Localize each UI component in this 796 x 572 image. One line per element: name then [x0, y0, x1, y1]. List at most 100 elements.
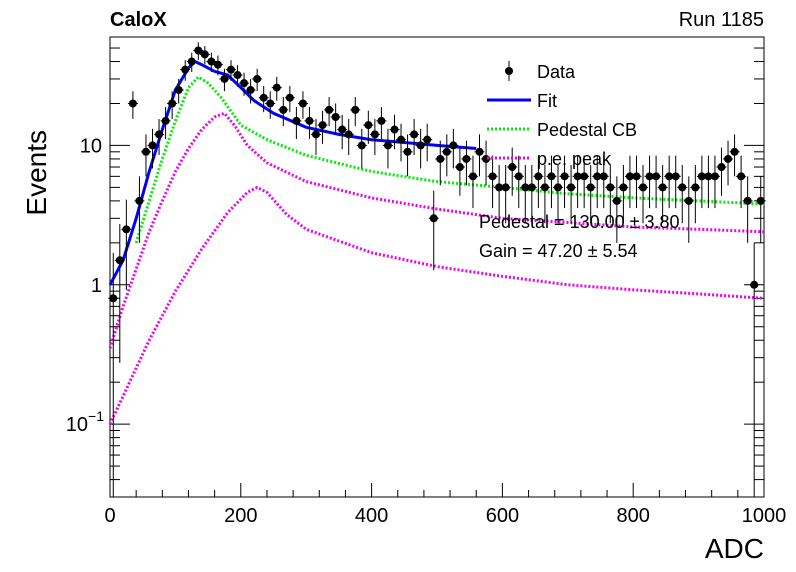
- plot-frame: [109, 36, 765, 498]
- data-point: [285, 93, 294, 102]
- data-point: [743, 196, 752, 205]
- data-point: [109, 294, 118, 303]
- data-point: [560, 172, 569, 181]
- data-point: [181, 65, 190, 74]
- data-point: [292, 116, 301, 125]
- data-point: [449, 141, 458, 150]
- data-point: [737, 172, 746, 181]
- data-point: [619, 183, 628, 192]
- data-point: [527, 183, 536, 192]
- data-point: [259, 93, 268, 102]
- data-point: [383, 141, 392, 150]
- data-point: [279, 105, 288, 114]
- x-tick-label: 800: [617, 505, 650, 527]
- data-point: [632, 172, 641, 181]
- data-point: [253, 74, 262, 83]
- data-point: [612, 196, 621, 205]
- data-point: [704, 172, 713, 181]
- data-point: [534, 172, 543, 181]
- header-left-title: CaloX: [110, 9, 167, 31]
- data-point: [194, 46, 203, 55]
- data-point: [403, 147, 412, 156]
- data-point: [697, 172, 706, 181]
- y-tick-label: 1: [91, 275, 102, 297]
- x-axis-title: ADC: [705, 533, 764, 564]
- data-point: [567, 183, 576, 192]
- data-point: [416, 141, 425, 150]
- data-point: [141, 147, 150, 156]
- series-line-pedestal-cb: [134, 75, 765, 244]
- series-line-fit: [108, 59, 477, 286]
- data-point: [580, 172, 589, 181]
- legend-marker-data: [505, 67, 513, 75]
- legend: Data Fit Pedestal CB p.e. peak: [487, 61, 637, 169]
- header-right-title: Run 1185: [679, 9, 764, 31]
- data-point: [161, 116, 170, 125]
- data-point: [586, 183, 595, 192]
- data-point: [410, 130, 419, 139]
- data-point: [665, 172, 674, 181]
- data-point: [148, 141, 157, 150]
- data-point: [397, 135, 406, 144]
- data-point: [593, 172, 602, 181]
- data-point: [475, 147, 484, 156]
- data-point: [423, 135, 432, 144]
- data-point: [377, 116, 386, 125]
- data-point: [298, 99, 307, 108]
- data-point: [272, 83, 281, 92]
- data-point: [521, 183, 530, 192]
- data-point: [750, 280, 759, 289]
- data-point: [220, 74, 229, 83]
- data-point: [344, 130, 353, 139]
- x-tick-label: 600: [486, 505, 519, 527]
- data-point: [468, 172, 477, 181]
- data-point: [455, 163, 464, 172]
- data-point: [233, 71, 242, 80]
- data-point: [325, 105, 334, 114]
- data-point: [684, 196, 693, 205]
- y-tick-exponent: −1: [88, 408, 104, 424]
- data-point: [122, 225, 131, 234]
- data-point: [312, 130, 321, 139]
- fit-result-gain: Gain = 47.20 ± 5.54: [479, 241, 638, 261]
- data-point: [639, 183, 648, 192]
- data-point: [671, 172, 680, 181]
- data-point: [730, 147, 739, 156]
- legend-label: Fit: [537, 91, 557, 111]
- y-tick-label: 10: [80, 135, 102, 157]
- data-point: [370, 130, 379, 139]
- data-point: [357, 141, 366, 150]
- x-tick-label: 1000: [742, 505, 787, 527]
- data-point: [501, 183, 510, 192]
- data-point: [645, 172, 654, 181]
- data-point: [364, 121, 373, 130]
- data-point: [495, 183, 504, 192]
- data-point: [155, 130, 164, 139]
- x-tick-label: 0: [104, 505, 115, 527]
- legend-label: Data: [537, 62, 576, 82]
- data-point: [724, 154, 733, 163]
- y-axis-title: Events: [21, 130, 52, 216]
- data-point: [678, 183, 687, 192]
- data-point: [266, 99, 275, 108]
- data-point: [351, 105, 360, 114]
- data-point: [599, 172, 608, 181]
- data-point: [553, 183, 562, 192]
- data-point: [200, 50, 209, 59]
- legend-label: Pedestal CB: [537, 120, 637, 140]
- data-point: [305, 116, 314, 125]
- data-point: [625, 172, 634, 181]
- data-point: [756, 196, 765, 205]
- data-point: [488, 172, 497, 181]
- data-point: [246, 85, 255, 94]
- data-point: [338, 125, 347, 134]
- data-point: [573, 172, 582, 181]
- data-point: [514, 172, 523, 181]
- data-point: [174, 85, 183, 94]
- data-point: [318, 121, 327, 130]
- data-point: [207, 57, 216, 66]
- data-point: [442, 147, 451, 156]
- data-point: [168, 99, 177, 108]
- data-point: [226, 65, 235, 74]
- legend-label: p.e. peak: [537, 149, 612, 169]
